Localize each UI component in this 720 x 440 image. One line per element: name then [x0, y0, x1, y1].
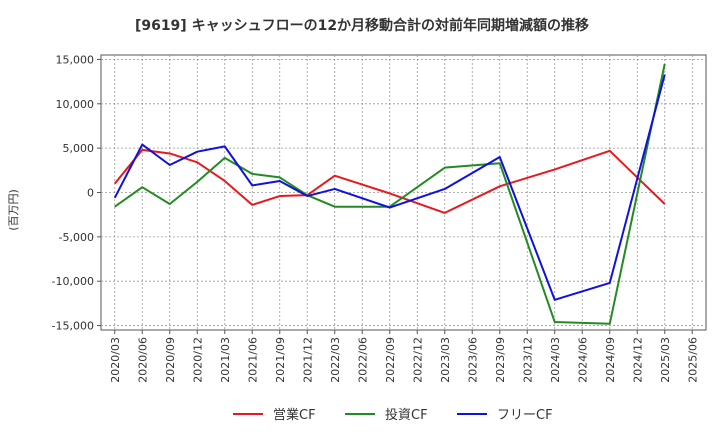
legend-label: 営業CF: [273, 407, 316, 423]
y-tick-label: 0: [87, 187, 94, 200]
y-tick-label: -5,000: [59, 231, 94, 244]
x-tick-label: 2024/12: [631, 337, 644, 383]
x-tick-label: 2023/09: [494, 337, 507, 383]
x-tick-label: 2020/09: [164, 337, 177, 383]
x-axis-ticks: 2020/03 2020/06 2020/09 2020/12 2021/03 2021/…: [109, 330, 699, 383]
x-tick-label: 2022/06: [356, 337, 369, 383]
x-tick-label: 2021/09: [274, 337, 287, 383]
y-axis-ticks: 15,000 10,000 5,000 0 -5,000 -10,000 -15,000: [52, 53, 101, 333]
y-tick-label: 15,000: [56, 53, 95, 66]
legend-label: 投資CF: [385, 407, 428, 423]
legend-label: フリーCF: [497, 408, 553, 423]
legend: 営業CF 投資CF フリーCF: [233, 407, 553, 423]
x-tick-label: 2024/09: [604, 337, 617, 383]
x-tick-label: 2021/03: [219, 337, 232, 383]
y-axis-label: (百万円): [7, 189, 20, 231]
x-tick-label: 2020/03: [109, 337, 122, 383]
x-tick-label: 2023/06: [466, 337, 479, 383]
chart-title: [9619] キャッシュフローの12か月移動合計の対前年同期増減額の推移: [135, 17, 589, 34]
series-line-3: [113, 74, 666, 301]
x-tick-label: 2025/06: [686, 337, 699, 383]
series-line-2: [114, 63, 666, 325]
x-tick-label: 2020/06: [136, 337, 149, 383]
x-tick-label: 2021/12: [301, 337, 314, 383]
x-tick-label: 2021/06: [246, 337, 259, 383]
series-lines: [113, 63, 666, 325]
x-tick-label: 2025/03: [659, 337, 672, 383]
x-tick-label: 2024/03: [549, 337, 562, 383]
y-tick-label: -10,000: [52, 275, 94, 288]
plot-area: [100, 54, 707, 331]
y-tick-label: -15,000: [52, 320, 94, 333]
y-tick-label: 10,000: [56, 98, 95, 111]
x-tick-label: 2023/03: [439, 337, 452, 383]
x-tick-label: 2024/06: [576, 337, 589, 383]
x-tick-label: 2023/12: [521, 337, 534, 383]
y-tick-label: 5,000: [63, 142, 95, 155]
x-tick-label: 2020/12: [191, 337, 204, 383]
x-tick-label: 2022/12: [411, 337, 424, 383]
gridlines: [101, 55, 706, 330]
x-tick-label: 2022/03: [329, 337, 342, 383]
x-tick-label: 2022/09: [384, 337, 397, 383]
